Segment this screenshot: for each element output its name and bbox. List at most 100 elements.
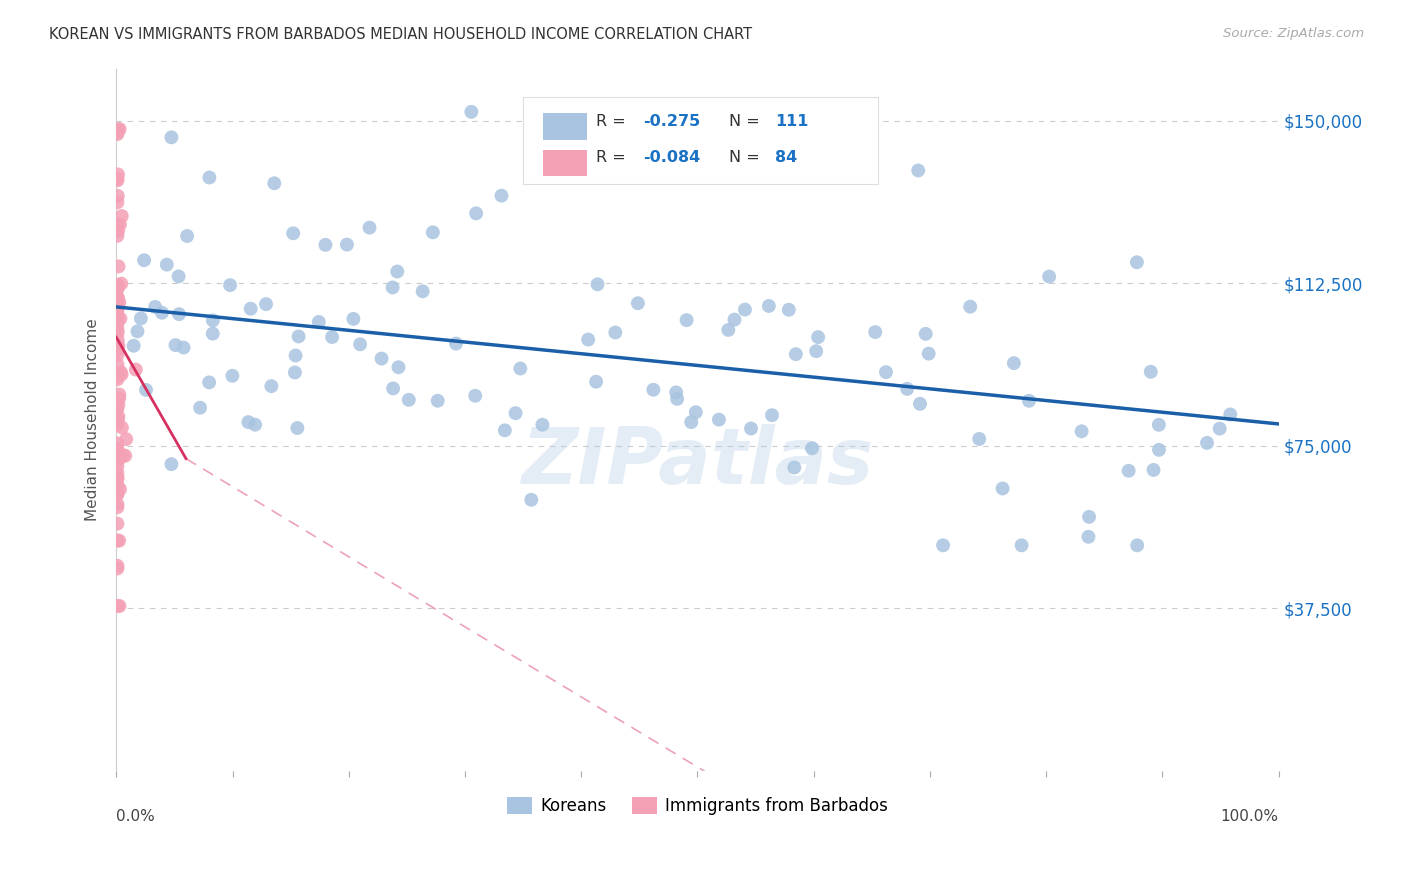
Point: [107, 478, 129, 492]
Point: [349, 337, 371, 351]
Point: [283, 227, 305, 241]
Point: [865, 325, 887, 339]
Point: [107, 333, 129, 347]
Text: R =: R =: [596, 113, 631, 128]
Point: [122, 339, 145, 353]
Point: [160, 130, 183, 145]
Point: [1126, 538, 1149, 552]
Point: [107, 472, 129, 486]
Point: [107, 497, 129, 511]
Point: [221, 368, 243, 383]
Point: [239, 301, 262, 316]
Point: [806, 344, 828, 359]
Point: [143, 300, 166, 314]
Point: [381, 280, 404, 294]
Point: [108, 599, 131, 613]
Point: [107, 127, 129, 141]
Point: [107, 301, 129, 315]
Point: [107, 487, 129, 501]
Point: [107, 459, 129, 474]
Point: [111, 448, 134, 462]
Text: R =: R =: [596, 150, 631, 165]
Point: [585, 375, 607, 389]
Point: [125, 362, 148, 376]
Point: [783, 460, 806, 475]
Point: [107, 368, 129, 382]
Point: [110, 311, 132, 326]
Point: [412, 285, 434, 299]
Text: 84: 84: [775, 150, 797, 165]
Point: [107, 338, 129, 352]
Point: [165, 338, 187, 352]
Point: [1147, 417, 1170, 432]
Point: [491, 188, 513, 202]
Point: [1018, 393, 1040, 408]
Point: [107, 292, 129, 306]
Point: [287, 421, 309, 435]
Point: [107, 302, 129, 317]
Text: N =: N =: [728, 150, 765, 165]
Point: [107, 398, 129, 412]
Point: [959, 300, 981, 314]
Point: [520, 492, 543, 507]
Point: [107, 442, 129, 456]
Point: [108, 482, 131, 496]
Legend: Koreans, Immigrants from Barbados: Koreans, Immigrants from Barbados: [501, 790, 894, 822]
FancyBboxPatch shape: [523, 96, 877, 185]
Point: [132, 253, 155, 268]
Point: [896, 382, 918, 396]
Point: [505, 406, 527, 420]
Point: [107, 313, 129, 327]
Point: [681, 415, 703, 429]
Point: [111, 420, 134, 434]
Point: [107, 278, 129, 293]
Point: [107, 561, 129, 575]
Point: [107, 348, 129, 362]
Point: [107, 281, 129, 295]
Point: [167, 307, 190, 321]
Point: [665, 385, 688, 400]
Point: [107, 599, 129, 613]
Point: [107, 219, 129, 234]
Point: [460, 104, 482, 119]
Point: [917, 346, 939, 360]
Point: [908, 397, 931, 411]
Point: [160, 457, 183, 471]
Point: [111, 209, 134, 223]
Point: [198, 376, 221, 390]
Point: [107, 466, 129, 480]
Point: [464, 389, 486, 403]
Point: [198, 170, 221, 185]
Text: ZIPatlas: ZIPatlas: [522, 424, 873, 500]
Point: [1208, 421, 1230, 435]
Point: [387, 360, 409, 375]
Point: [107, 448, 129, 462]
Point: [107, 417, 129, 432]
Point: [1142, 463, 1164, 477]
Point: [108, 387, 131, 401]
Point: [254, 297, 277, 311]
Point: [758, 299, 780, 313]
Point: [107, 401, 129, 416]
Text: Source: ZipAtlas.com: Source: ZipAtlas.com: [1223, 27, 1364, 40]
Point: [107, 228, 129, 243]
Point: [107, 299, 129, 313]
Point: [188, 401, 211, 415]
Point: [108, 451, 131, 466]
Point: [284, 349, 307, 363]
Point: [108, 218, 131, 232]
Point: [807, 330, 830, 344]
Point: [108, 392, 131, 406]
Point: [107, 340, 129, 354]
Point: [107, 533, 129, 548]
Point: [1038, 269, 1060, 284]
Point: [107, 369, 129, 384]
Point: [422, 225, 444, 239]
Point: [387, 264, 409, 278]
Point: [1147, 442, 1170, 457]
Point: [761, 408, 783, 422]
Point: [176, 229, 198, 244]
Point: [201, 326, 224, 341]
Point: [107, 322, 129, 336]
Point: [107, 189, 129, 203]
